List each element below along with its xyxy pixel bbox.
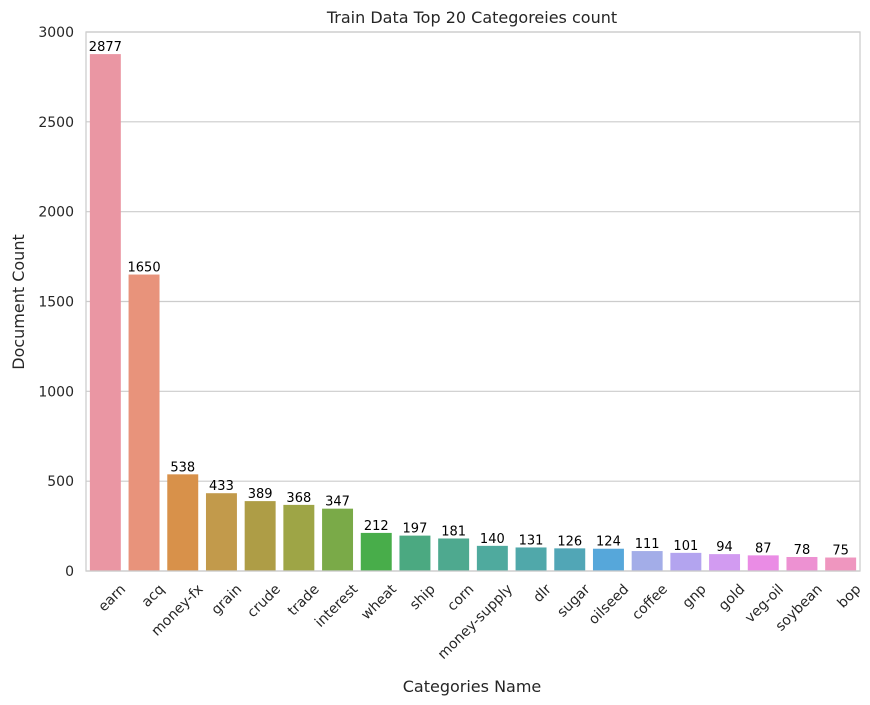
x-tick-label-grain: grain [208,581,245,618]
bar-sugar [554,548,586,571]
data-label-interest: 347 [325,495,350,510]
plot-frame [85,31,861,572]
y-tick-label: 3000 [38,25,74,41]
bar-money-supply [476,545,508,571]
bar-corn [438,538,470,571]
data-label-soybean: 78 [794,543,811,558]
x-tick-label-oilseed: oilseed [586,581,633,628]
x-tick-label-gnp: gnp [679,581,709,611]
bar-veg-oil [747,555,779,571]
data-label-veg-oil: 87 [755,541,772,556]
x-tick-label-earn: earn [95,581,129,615]
data-label-gnp: 101 [673,539,698,554]
bar-trade [283,504,315,571]
x-tick-label-gold: gold [716,581,749,614]
bar-coffee [631,551,663,571]
x-tick-label-wheat: wheat [358,581,400,623]
data-label-bop: 75 [832,544,849,559]
data-label-earn: 2877 [89,40,122,55]
data-label-coffee: 111 [635,537,660,552]
data-labels: 2877 1650 538 433 389 368 347 212 197 181 140 131 12… [89,40,849,558]
x-tick-label-bop: bop [834,581,864,611]
data-label-oilseed: 124 [596,535,621,550]
bar-wheat [360,532,392,571]
data-label-wheat: 212 [364,519,389,534]
bar-ship [399,535,431,571]
x-tick-label-acq: acq [139,581,168,610]
bar-crude [244,501,276,571]
bar-bop [825,557,857,571]
data-label-gold: 94 [716,540,733,555]
data-label-money-supply: 140 [480,532,505,547]
bar-gnp [670,552,702,571]
x-tick-label-corn: corn [444,581,477,614]
bar-earn [89,54,121,571]
x-tick-label-crude: crude [244,581,283,620]
y-tick-label: 2500 [38,115,74,131]
data-label-grain: 433 [209,479,234,494]
data-label-crude: 389 [248,487,273,502]
x-tick-label-interest: interest [312,581,362,631]
x-tick-label-dlr: dlr [530,581,555,606]
x-tick-label-coffee: coffee [629,581,671,623]
x-tick-label-ship: ship [407,581,439,613]
grid-lines [86,31,860,572]
data-label-dlr: 131 [519,533,544,548]
y-tick-labels: 0 500 1000 1500 2000 2500 3000 [38,25,74,580]
data-label-sugar: 126 [557,534,582,549]
data-label-trade: 368 [286,491,311,506]
bar-oilseed [592,548,624,571]
x-axis-title: Categories Name [403,677,542,696]
bar-acq [128,274,160,571]
data-label-acq: 1650 [128,261,161,276]
data-label-money-fx: 538 [170,460,195,475]
y-tick-label: 0 [65,564,74,580]
y-tick-label: 1000 [38,384,74,400]
y-tick-label: 500 [47,474,74,490]
bar-money-fx [167,474,199,571]
data-label-ship: 197 [403,522,428,537]
bar-soybean [786,556,818,571]
chart-title: Train Data Top 20 Categoreies count [326,8,617,27]
data-label-corn: 181 [441,524,466,539]
bar-gold [709,554,741,571]
bars [89,54,857,571]
bar-grain [205,493,237,571]
y-tick-label: 2000 [38,205,74,221]
y-axis-title: Document Count [9,234,28,370]
y-tick-label: 1500 [38,295,74,311]
bar-interest [322,508,354,571]
bar-dlr [515,547,547,571]
